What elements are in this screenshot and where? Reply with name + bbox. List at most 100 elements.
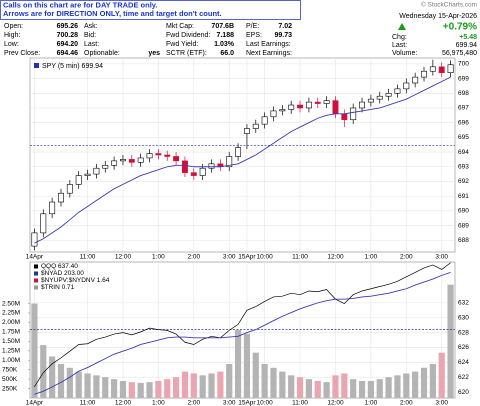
volume-bar <box>296 377 304 398</box>
y2-tick-label: 624 <box>458 359 469 366</box>
x-tick-label: 11:00 <box>80 254 96 261</box>
candle-body <box>403 82 410 90</box>
volume-bar <box>341 373 348 398</box>
volume-bar <box>49 356 56 398</box>
chg-label: Chg: <box>392 34 407 41</box>
y-tick-label: 250K <box>2 385 18 392</box>
header-value: 7.02 <box>278 23 292 30</box>
header-label: SCTR (ETF): <box>166 50 207 57</box>
header-label: P/E: <box>246 23 259 30</box>
volume-bar <box>128 382 135 398</box>
candle-body <box>376 95 383 100</box>
x-tick-label: 3:00 <box>435 400 448 406</box>
header-label: High: <box>4 32 20 39</box>
x-tick-label: 1:00 <box>152 254 165 261</box>
header-value: 1.03% <box>214 41 235 48</box>
candle-body <box>243 128 250 134</box>
volume-bar <box>385 377 392 398</box>
y-tick-label: 2.00M <box>2 319 20 326</box>
candle-body <box>137 157 144 163</box>
candle-body <box>66 184 73 194</box>
candle-body <box>84 173 91 176</box>
header-value: 694.20 <box>57 41 79 48</box>
y-tick-label: 1.25M <box>2 347 20 354</box>
banner-line: Calls on this chart are for DAY TRADE on… <box>3 0 157 9</box>
volume-bar <box>226 364 233 398</box>
legend-label: $TRIN 0.71 <box>41 284 75 291</box>
candle-body <box>235 147 242 157</box>
y-tick-label: 689 <box>458 222 469 229</box>
volume-bar <box>190 373 197 398</box>
volume-bar <box>111 379 118 398</box>
candle-body <box>102 164 109 169</box>
volume-bar <box>102 377 109 398</box>
x-tick-label: 3:00 <box>223 400 236 406</box>
candle-body <box>350 107 357 121</box>
x-tick-label: 3:00 <box>435 254 448 261</box>
x-tick-label: 12:00 <box>115 400 132 406</box>
header-label: Mkt Cap: <box>166 23 194 30</box>
x-tick-label: 11:00 <box>292 254 308 261</box>
candle-body <box>429 66 436 72</box>
candle-body <box>438 66 445 73</box>
volume-bar <box>270 367 277 398</box>
header-value: yes <box>148 50 160 57</box>
y-tick-label: 694 <box>458 149 469 156</box>
header-value: 700.28 <box>57 32 79 39</box>
volume-bar <box>164 379 171 398</box>
volume-bar <box>447 284 454 398</box>
candle-body <box>146 153 153 159</box>
y-tick-label: 699 <box>458 75 469 82</box>
header-label: Optionable: <box>84 50 120 57</box>
banner-box <box>0 0 301 20</box>
legend-swatch <box>34 278 38 283</box>
header-label: EPS: <box>246 32 262 39</box>
candle-body <box>173 156 180 162</box>
candle-body <box>341 113 348 121</box>
x-tick-label: 2:00 <box>400 400 413 406</box>
header-value: 695.26 <box>57 23 79 30</box>
volume-bar <box>438 352 445 398</box>
x-tick-label: 1:00 <box>365 254 378 261</box>
volume-bar <box>376 379 383 398</box>
candle-body <box>305 101 312 109</box>
candle-body <box>190 172 197 176</box>
candle-body <box>128 159 135 163</box>
x-tick-label: 15Apr <box>238 400 256 406</box>
candle-body <box>332 100 339 115</box>
date: Wednesday 15-Apr-2026 <box>399 13 477 20</box>
header-label: Low: <box>4 41 19 48</box>
y2-tick-label: 620 <box>458 389 469 396</box>
volume-bar <box>208 373 215 398</box>
volume-bar <box>279 371 286 398</box>
header-label: Prev Close: <box>4 50 40 57</box>
y-tick-label: 696 <box>458 119 469 126</box>
legend-label: $NYUPV:$NYDNV 1.64 <box>41 277 110 284</box>
last-label: Last: <box>392 42 407 49</box>
y-tick-label: 2.50M <box>2 300 20 307</box>
candle-body <box>252 123 259 129</box>
volume-bar <box>234 330 242 398</box>
candle-body <box>421 70 427 78</box>
y-tick-label: 500K <box>2 376 18 383</box>
candle-body <box>359 101 365 109</box>
header-label: Fwd Dividend: <box>166 32 210 39</box>
legend-label: SPY (5 min) 699.94 <box>42 63 103 70</box>
x-tick-label: 14Apr <box>26 400 44 406</box>
volume-bar <box>358 381 366 398</box>
x-tick-label: 14Apr <box>26 254 44 261</box>
x-tick-label: 12:00 <box>115 254 132 261</box>
candle-body <box>40 213 47 234</box>
y2-tick-label: 626 <box>458 344 469 351</box>
volume-bar <box>155 381 162 398</box>
y-tick-label: 1.75M <box>2 329 20 336</box>
y2-tick-label: 632 <box>458 300 469 307</box>
y-tick-label: 692 <box>458 178 469 185</box>
x-tick-label: 11:00 <box>292 400 308 406</box>
y-tick-label: 691 <box>458 193 469 200</box>
y-tick-label: 698 <box>458 90 469 97</box>
change-pct: +0.79% <box>443 22 477 33</box>
volume-bar <box>181 371 189 398</box>
y-tick-label: 690 <box>458 208 469 215</box>
moving-average <box>34 271 451 395</box>
